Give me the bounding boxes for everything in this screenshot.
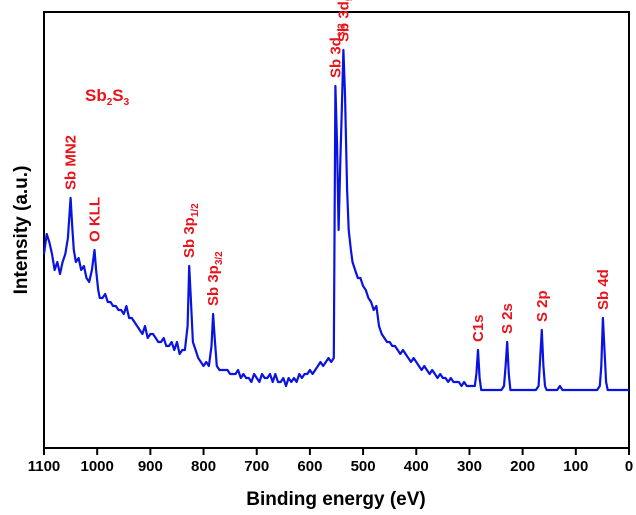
peak-label-main: Sb 3p <box>181 217 198 258</box>
peak-label-main: Sb MN2 <box>63 135 80 190</box>
x-tick-label: 400 <box>404 458 429 475</box>
peak-label-sub: 3/2 <box>214 251 225 265</box>
peak-label: O KLL <box>87 197 104 242</box>
sample-label-main: Sb <box>85 86 107 105</box>
x-tick-label: 0 <box>625 458 633 475</box>
series-layer <box>42 48 629 392</box>
x-tick-label: 700 <box>244 458 269 475</box>
peak-label-main: C1s <box>470 314 487 342</box>
peak-label-main: Sb 3d <box>335 1 352 42</box>
sample-formula-label: Sb2S3 <box>85 86 130 108</box>
peak-label: Sb 3p1/2 <box>181 203 201 258</box>
peak-label-main: S 2s <box>499 303 516 334</box>
x-tick-label: 200 <box>510 458 535 475</box>
peak-label-main: Sb 3d <box>327 37 344 78</box>
series-line <box>42 48 629 392</box>
peak-label: Sb 4d <box>595 269 612 310</box>
x-tick-label: 500 <box>351 458 376 475</box>
x-axis-ticks <box>43 448 630 455</box>
peak-label-sub: 1/2 <box>190 203 201 217</box>
sample-label-sub2: 3 <box>124 97 130 108</box>
peak-label-main: Sb 4d <box>595 269 612 310</box>
peak-label-sub: 3/2 <box>336 23 347 37</box>
sample-label-mid: S <box>112 86 123 105</box>
y-axis-title: Intensity (a.u.) <box>11 166 32 295</box>
peak-label: S 2p <box>534 290 551 322</box>
peak-label: Sb 3d3/2 <box>327 23 347 78</box>
x-tick-label: 300 <box>457 458 482 475</box>
x-tick-label: 600 <box>297 458 322 475</box>
x-tick-label: 900 <box>138 458 163 475</box>
x-tick-label: 800 <box>191 458 216 475</box>
peak-label: S 2s <box>499 303 516 334</box>
peak-label: Sb 3p3/2 <box>205 251 225 306</box>
peak-label: C1s <box>470 314 487 342</box>
peak-label: Sb MN2 <box>63 135 80 190</box>
x-axis-tick-labels: 1100 1000 900 800 700 600 500 400 300 200 100 0 <box>28 458 633 475</box>
x-axis-title: Binding energy (eV) <box>246 489 425 510</box>
peak-label: Sb 3d5/2 <box>335 0 355 42</box>
peak-label-main: S 2p <box>534 290 551 322</box>
plot-frame <box>43 11 630 449</box>
x-tick-label: 100 <box>563 458 588 475</box>
x-tick-label: 1000 <box>80 458 113 475</box>
peak-label-sub: 5/2 <box>344 0 355 1</box>
x-tick-label: 1100 <box>28 458 61 475</box>
sample-label-sub1: 2 <box>107 97 113 108</box>
peak-label-main: Sb 3p <box>205 265 222 306</box>
peak-label-main: O KLL <box>87 197 104 242</box>
